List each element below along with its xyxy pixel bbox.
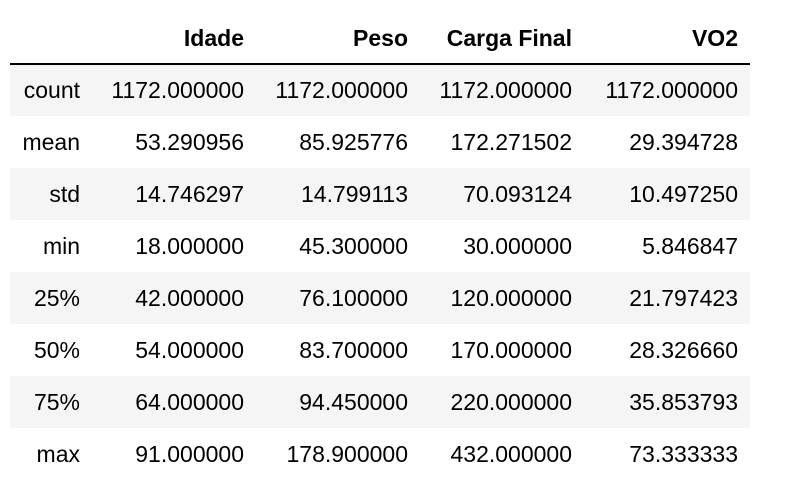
- cell: 10.497250: [629, 180, 738, 207]
- row-label: max: [36, 440, 80, 467]
- cell: 170.000000: [450, 336, 572, 363]
- cell: 21.797423: [629, 284, 738, 311]
- cell: 1172.000000: [275, 77, 408, 103]
- cell: 5.846847: [642, 232, 738, 259]
- table-row: mean 53.290956 85.925776 172.271502 29.3…: [10, 116, 750, 168]
- row-label: 25%: [33, 284, 80, 311]
- cell: 14.746297: [135, 180, 244, 207]
- column-header-peso: Peso: [256, 13, 420, 65]
- row-label: 75%: [33, 388, 80, 415]
- cell: 54.000000: [135, 336, 244, 363]
- row-label: std: [49, 180, 80, 207]
- row-label: mean: [22, 128, 80, 155]
- table-row: 75% 64.000000 94.450000 220.000000 35.85…: [10, 376, 750, 428]
- column-header-idade: Idade: [92, 13, 256, 65]
- cell: 29.394728: [629, 128, 738, 155]
- cell: 35.853793: [629, 388, 738, 415]
- cell: 1172.000000: [605, 77, 738, 103]
- cell: 53.290956: [135, 128, 244, 155]
- cell: 85.925776: [299, 128, 408, 155]
- table-row: count 1172.000000 1172.000000 1172.00000…: [10, 64, 750, 116]
- cell: 120.000000: [450, 284, 572, 311]
- table-body: count 1172.000000 1172.000000 1172.00000…: [10, 64, 750, 480]
- cell: 14.799113: [300, 180, 408, 207]
- cell: 42.000000: [135, 284, 244, 311]
- table-row: max 91.000000 178.900000 432.000000 73.3…: [10, 428, 750, 480]
- cell: 73.333333: [629, 440, 738, 467]
- cell: 1172.000000: [111, 77, 244, 103]
- row-label: 50%: [33, 336, 80, 363]
- cell: 91.000000: [135, 440, 244, 467]
- index-header: [10, 13, 92, 65]
- cell: 178.900000: [286, 440, 408, 467]
- table-row: std 14.746297 14.799113 70.093124 10.497…: [10, 168, 750, 220]
- table-header: Idade Peso Carga Final VO2: [10, 13, 750, 65]
- cell: 1172.000000: [439, 77, 572, 103]
- cell: 30.000000: [463, 232, 572, 259]
- cell: 172.271502: [450, 128, 572, 155]
- cell: 220.000000: [450, 388, 572, 415]
- cell: 432.000000: [450, 440, 572, 467]
- cell: 94.450000: [299, 388, 408, 415]
- column-header-vo2: VO2: [584, 13, 750, 65]
- header-row: Idade Peso Carga Final VO2: [10, 13, 750, 65]
- row-label: min: [42, 232, 80, 259]
- table-row: 50% 54.000000 83.700000 170.000000 28.32…: [10, 324, 750, 376]
- table-row: min 18.000000 45.300000 30.000000 5.8468…: [10, 220, 750, 272]
- cell: 18.000000: [135, 232, 244, 259]
- cell: 70.093124: [463, 180, 572, 207]
- cell: 28.326660: [629, 336, 738, 363]
- row-label: count: [23, 77, 80, 103]
- cell: 76.100000: [299, 284, 408, 311]
- column-header-carga-final: Carga Final: [420, 13, 584, 65]
- table-row: 25% 42.000000 76.100000 120.000000 21.79…: [10, 272, 750, 324]
- summary-statistics-table: Idade Peso Carga Final VO2 count 1172.00…: [10, 13, 750, 480]
- cell: 45.300000: [299, 232, 408, 259]
- cell: 64.000000: [135, 388, 244, 415]
- cell: 83.700000: [299, 336, 408, 363]
